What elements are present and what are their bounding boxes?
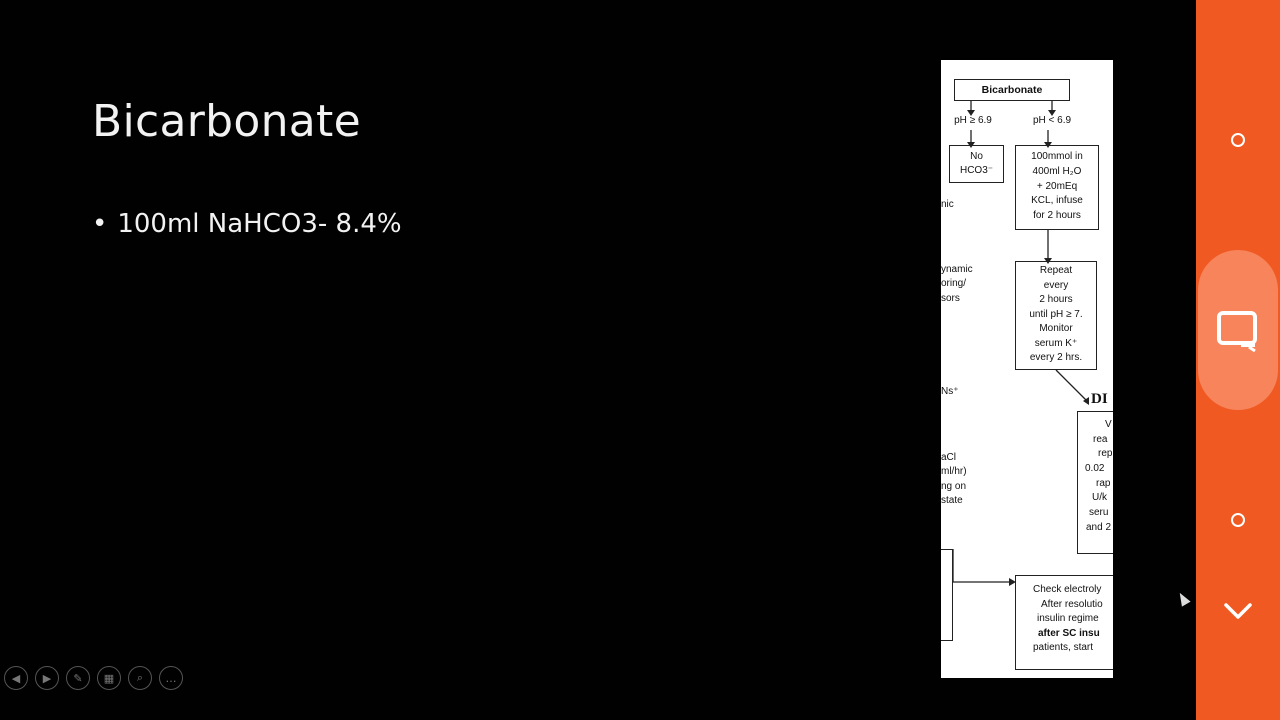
left-fragment-1: nic (941, 199, 954, 210)
insulin-line-1: V (1105, 419, 1112, 430)
insulin-line-7: seru (1089, 507, 1109, 518)
screenshot-icon (1217, 311, 1257, 353)
branch-left-label: pH ≥ 6.9 (954, 115, 992, 126)
left-fragment-4: sors (941, 293, 960, 304)
slide: Bicarbonate • 100ml NaHCO3- 8.4% (4, 60, 1191, 690)
more-icon[interactable]: … (159, 666, 183, 690)
circle-icon (1231, 513, 1245, 527)
left-fragment-2: ynamic (941, 264, 973, 275)
bullet-dot: • (92, 209, 108, 239)
sidebar-highlight (1198, 250, 1278, 410)
flowchart-title-box (954, 79, 1070, 101)
slides-grid-icon[interactable]: ▦ (97, 666, 121, 690)
slide-title: Bicarbonate (92, 96, 361, 147)
electrolytes-line-5: patients, start (1033, 642, 1094, 653)
sidebar-top-button[interactable] (1196, 130, 1280, 150)
electrolytes-box (1015, 575, 1113, 670)
insulin-line-8: and 2 (1086, 522, 1112, 533)
screenshot-button[interactable] (1196, 305, 1280, 355)
dose-line-5: for 2 hours (1033, 210, 1081, 221)
repeat-line-1: Repeat (1039, 265, 1073, 276)
no-hco3-line-2: HCO3⁻ (959, 165, 994, 176)
collapse-button[interactable] (1196, 596, 1280, 626)
electrolytes-line-1: Check electroly (1033, 584, 1102, 595)
no-hco3-line-1: No (970, 151, 983, 162)
left-fragment-9: state (941, 495, 963, 506)
insulin-box (1077, 411, 1113, 554)
repeat-line-3: 2 hours (1039, 294, 1073, 305)
dka-label-fragment: DI (1091, 391, 1108, 407)
left-fragment-8: ng on (941, 481, 967, 492)
dose-line-1: 100mmol in (1031, 151, 1083, 162)
sidebar-bottom-button[interactable] (1196, 510, 1280, 530)
floating-sidebar (1196, 0, 1280, 720)
branch-right-label: pH < 6.9 (1032, 115, 1072, 126)
repeat-line-2: every (1043, 280, 1069, 291)
flowchart-image: Bicarbonate pH ≥ 6.9 pH < 6.9 No HCO3⁻ 1… (941, 60, 1113, 678)
bullet-item: • 100ml NaHCO3- 8.4% (92, 209, 402, 239)
left-fragment-5: Ns⁺ (941, 386, 959, 397)
bullet-text: 100ml NaHCO3- 8.4% (117, 209, 402, 239)
dose-line-2: 400ml H₂O (1032, 166, 1082, 177)
no-hco3-box (949, 145, 1004, 183)
insulin-line-5: rap (1096, 478, 1111, 489)
slideshow-controls: ◀ ▶ ✎ ▦ ⌕ … (4, 666, 183, 690)
next-icon[interactable]: ▶ (35, 666, 59, 690)
left-bottom-box (941, 549, 953, 641)
flowchart-title: Bicarbonate (981, 84, 1043, 96)
insulin-line-3: rep (1098, 448, 1113, 459)
dose-box (1015, 145, 1099, 230)
left-fragment-7: ml/hr) (941, 466, 967, 477)
chevron-down-icon (1224, 603, 1252, 619)
repeat-line-6: serum K⁺ (1034, 338, 1078, 349)
mouse-cursor-icon (1175, 590, 1191, 607)
electrolytes-line-2: After resolutio (1041, 599, 1103, 610)
electrolytes-line-4: after SC insu (1038, 628, 1100, 639)
left-fragment-6: aCl (941, 452, 957, 463)
previous-icon[interactable]: ◀ (4, 666, 28, 690)
circle-icon (1231, 133, 1245, 147)
electrolytes-line-3: insulin regime (1037, 613, 1099, 624)
repeat-box (1015, 261, 1097, 370)
insulin-line-4: 0.02 (1085, 463, 1105, 474)
insulin-line-6: U/k (1092, 492, 1107, 503)
repeat-line-7: every 2 hrs. (1029, 352, 1083, 363)
repeat-line-5: Monitor (1039, 323, 1073, 334)
zoom-icon[interactable]: ⌕ (128, 666, 152, 690)
repeat-line-4: until pH ≥ 7. (1029, 309, 1083, 320)
pen-icon[interactable]: ✎ (66, 666, 90, 690)
dose-line-3: + 20mEq (1036, 181, 1078, 192)
left-fragment-3: oring/ (941, 278, 967, 289)
insulin-line-2: rea (1093, 434, 1108, 445)
dose-line-4: KCL, infuse (1031, 195, 1083, 206)
